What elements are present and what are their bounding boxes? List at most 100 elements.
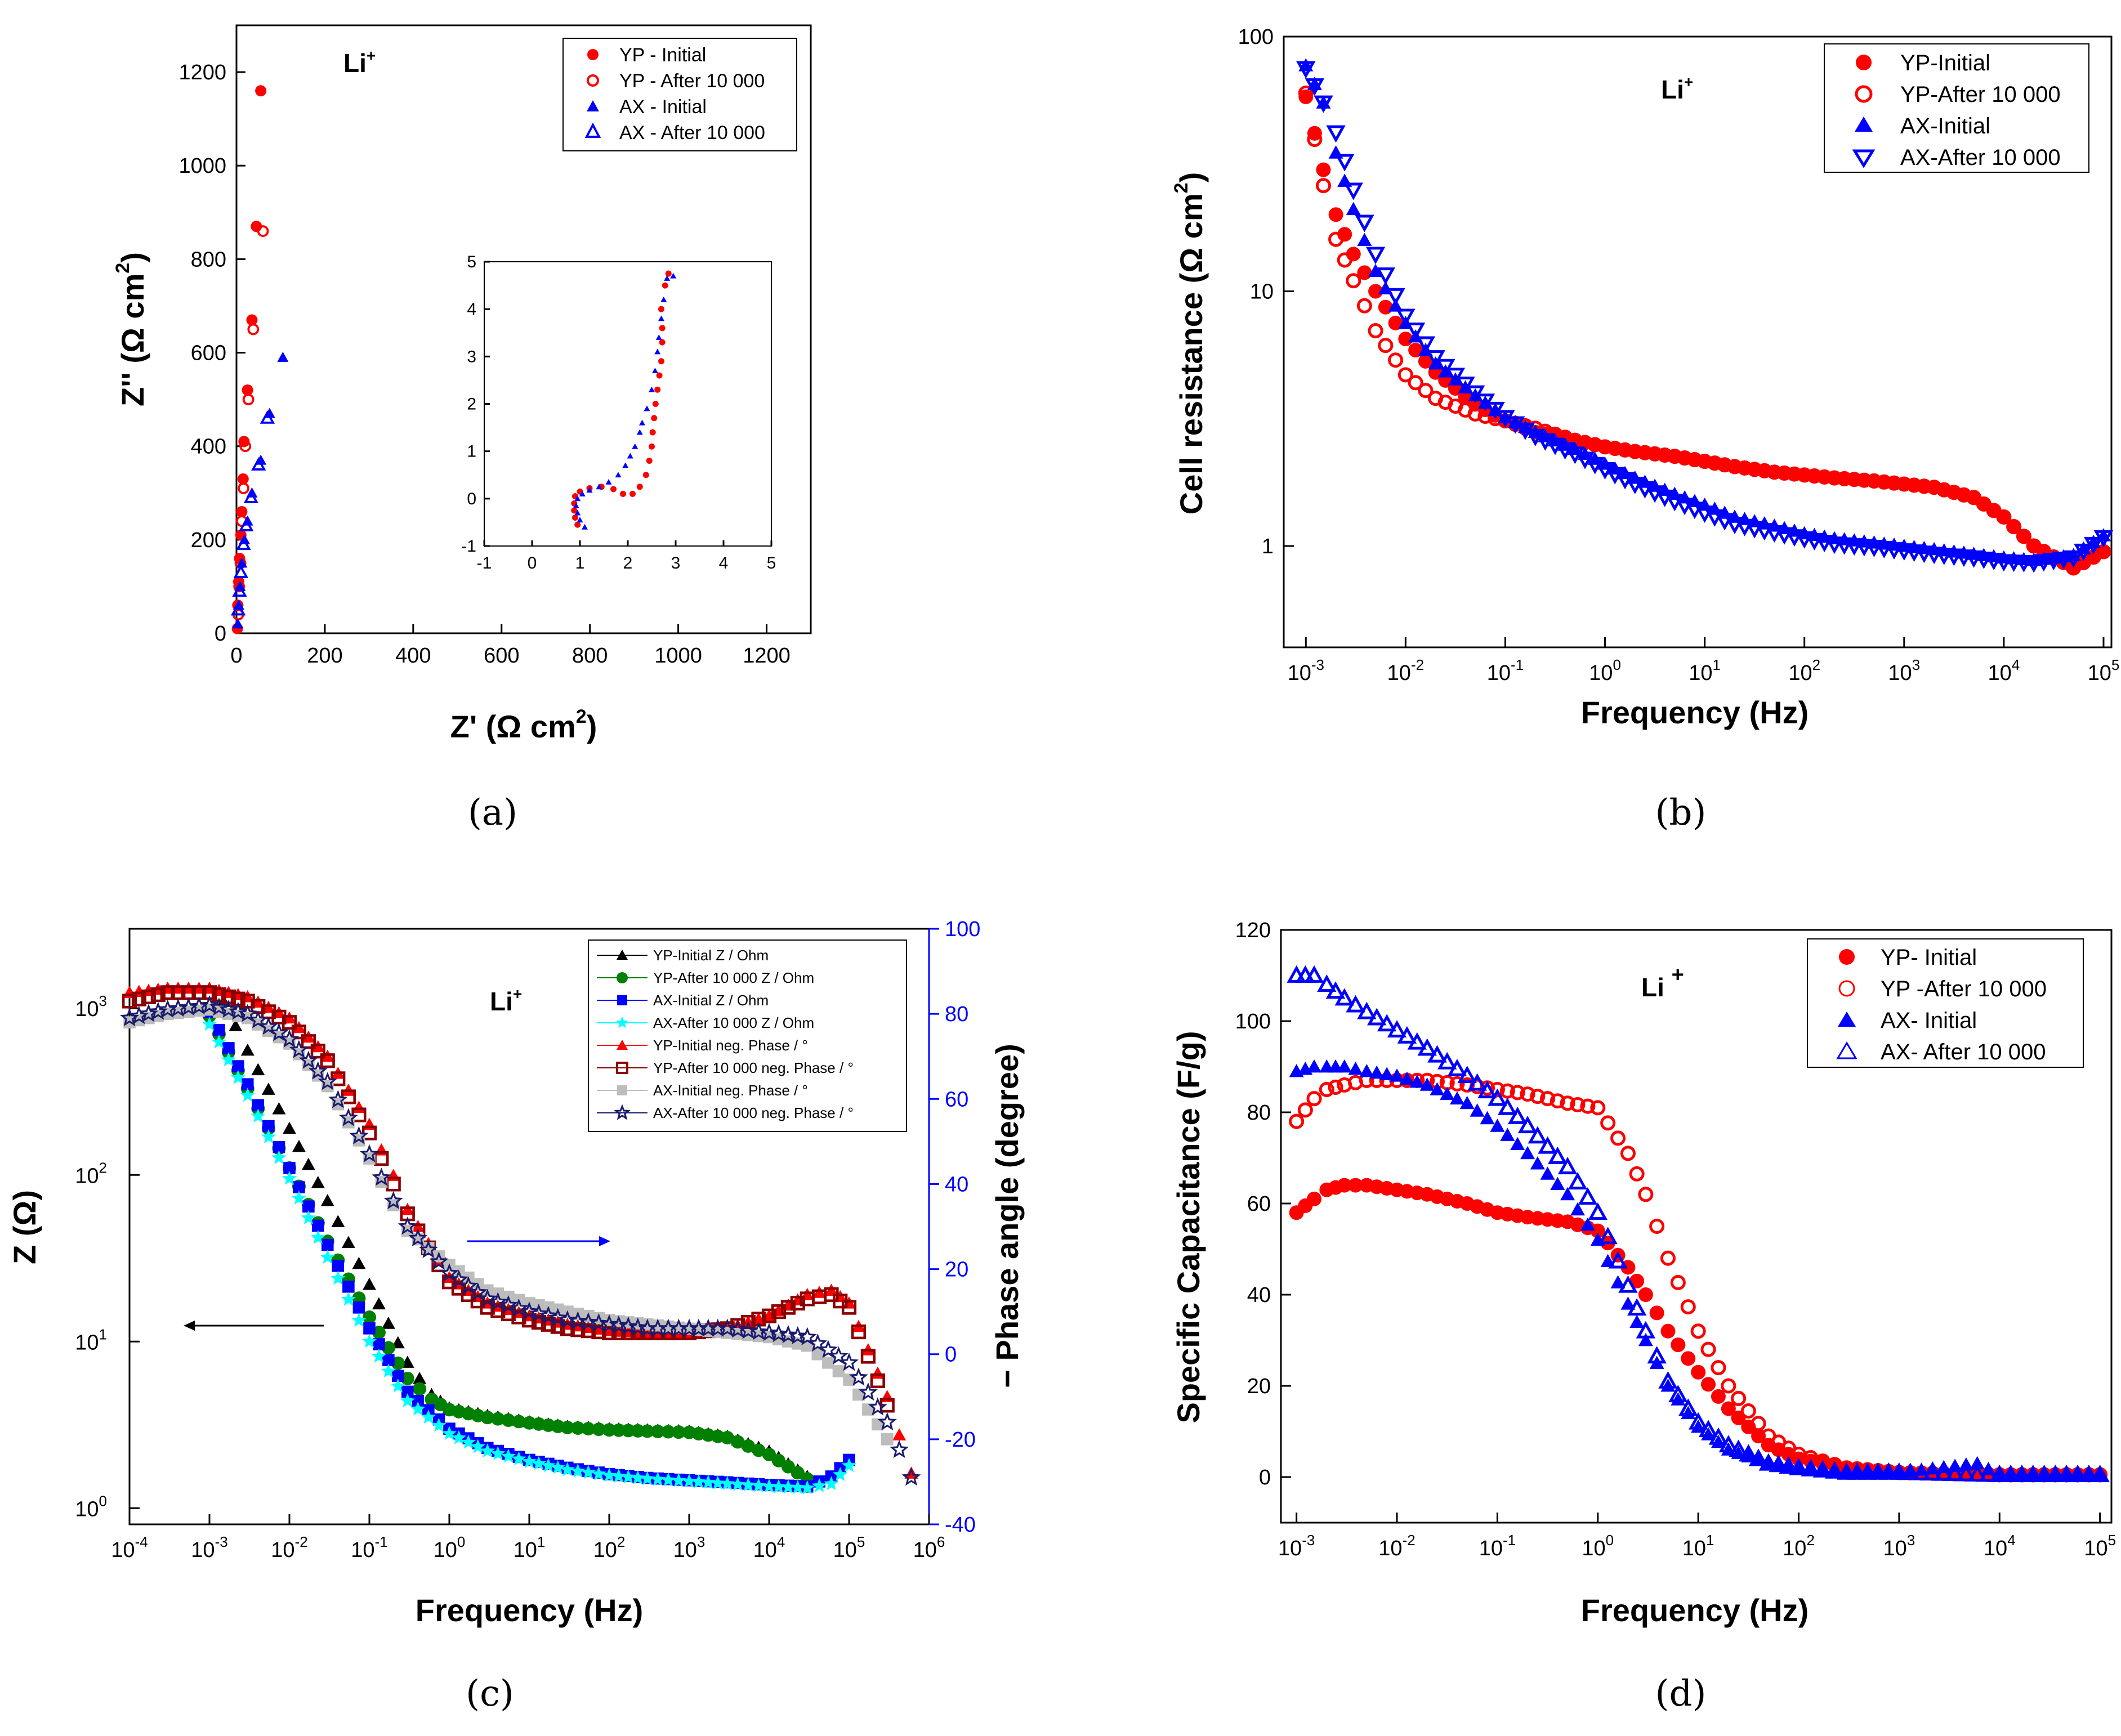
panel-c-y-tick-label: 100 xyxy=(75,1492,107,1521)
panel-a-data-point xyxy=(236,506,248,517)
panel-a-inset-data-point xyxy=(636,429,643,435)
panel-c-x-axis-label: Frequency (Hz) xyxy=(416,1592,644,1628)
panel-d-data-point xyxy=(1520,1146,1535,1160)
panel-c-data-point xyxy=(851,1324,867,1340)
panel-a-x-tick-label: 400 xyxy=(395,644,431,668)
panel-a-inset-y-tick-label: 0 xyxy=(467,490,476,508)
panel-a-data-point xyxy=(236,536,251,551)
panel-d-data-point xyxy=(2037,1467,2052,1481)
panel-c-data-point xyxy=(541,1458,556,1473)
panel-c-annotation: Li+ xyxy=(490,985,522,1016)
panel-c-data-points xyxy=(120,981,921,1495)
panel-d-data-point xyxy=(1990,1464,2010,1482)
panel-d-data-point xyxy=(1520,1086,1535,1102)
panel-a-y-tick-label: 800 xyxy=(191,248,226,271)
panel-b-data-point xyxy=(1378,299,1393,315)
panel-d-data-point xyxy=(1337,1059,1352,1073)
panel-b-data-point xyxy=(2016,529,2031,544)
panel-b-data-point xyxy=(1328,231,1344,247)
panel-c-data-point xyxy=(833,1467,848,1482)
panel-b-data-point xyxy=(1298,90,1314,105)
panel-c-data-point xyxy=(310,1230,325,1244)
panel-a-inset-data-point xyxy=(659,325,666,332)
panel-b-data-point xyxy=(2044,553,2064,571)
panel-c-data-point xyxy=(710,1475,725,1490)
panel-c-data-point xyxy=(318,1072,337,1090)
panel-d-data-point xyxy=(1618,1275,1638,1293)
panel-c-data-point xyxy=(498,1295,518,1314)
panel-c-data-point xyxy=(251,1108,266,1123)
panel-c-x-tick-label: 106 xyxy=(913,1533,945,1562)
panel-b-data-point xyxy=(1426,350,1445,368)
panel-d-data-point xyxy=(1488,1088,1507,1106)
panel-a-data-point xyxy=(232,618,244,629)
panel-d-data-point xyxy=(1718,1435,1739,1453)
panel-d-data-point xyxy=(1346,995,1365,1013)
panel-c-data-point xyxy=(372,1326,386,1340)
panel-c-data-point xyxy=(413,1371,427,1384)
panel-c-data-point xyxy=(371,1348,387,1363)
panel-c-data-point xyxy=(360,1144,379,1163)
panel-a-inset-data-point xyxy=(639,419,645,426)
panel-a-inset-data-point xyxy=(655,334,662,341)
panel-d-x-axis-label: Frequency (Hz) xyxy=(1581,1592,1809,1628)
panel-a-inset: -1 0 1 2 3 4 5 -1 0 1 2 3 4 5 xyxy=(461,253,776,572)
panel-c-y2-tick-label: 60 xyxy=(945,1088,968,1111)
panel-c-data-point xyxy=(352,1301,365,1314)
panel-d-data-point xyxy=(1678,1398,1698,1416)
panel-d-data-point xyxy=(1580,1098,1596,1114)
panel-a-inset-y-tick-label: 1 xyxy=(467,442,476,461)
panel-d-data-point xyxy=(1477,1081,1497,1099)
panel-c-data-point xyxy=(381,1363,396,1378)
panel-d-data-point xyxy=(1590,1100,1606,1116)
panel-c-data-point xyxy=(282,1171,297,1185)
panel-d-data-point xyxy=(1570,1202,1585,1216)
panel-b-data-point xyxy=(1408,342,1423,357)
panel-a-inset-x-tick-label: 4 xyxy=(719,554,729,572)
panel-d-data-point xyxy=(1530,1156,1545,1170)
panel-d-data-point xyxy=(1500,1127,1515,1141)
panel-c-data-point xyxy=(769,1323,789,1343)
panel-c-data-point xyxy=(501,1448,516,1463)
panel-b-legend-marker-yp-initial xyxy=(1856,55,1872,70)
panel-b-data-point xyxy=(1326,125,1346,143)
panel-a-inset-data-point xyxy=(620,490,626,497)
panel-b-data-point xyxy=(1657,447,1673,463)
panel-a-inset-data-point xyxy=(670,272,677,279)
panel-a-legend-yp-initial: YP - Initial xyxy=(619,44,706,66)
panel-d-data-point xyxy=(1557,1157,1578,1175)
panel-d-data-point xyxy=(2034,1464,2054,1482)
panel-a-inset-data-point xyxy=(658,358,664,365)
panel-d-data-point xyxy=(1912,1462,1931,1480)
panel-b-y-axis-label: Cell resistance (Ω cm2) xyxy=(1171,172,1209,515)
panel-b-data-point xyxy=(1368,323,1383,339)
panel-b-legend-yp-after: YP-After 10 000 xyxy=(1900,82,2061,107)
panel-c-data-point xyxy=(560,1420,574,1434)
panel-a-legend-marker-ax-after xyxy=(584,122,601,138)
panel-d-data-point xyxy=(1480,1111,1495,1125)
panel-c-label: (c) xyxy=(466,1673,514,1715)
panel-c-data-point xyxy=(441,1426,457,1440)
panel-c-data-point xyxy=(611,1469,627,1483)
panel-a-inset-data-point xyxy=(586,487,593,493)
panel-a-inset-data-point xyxy=(649,429,656,436)
panel-d-y-tick-label: 120 xyxy=(1235,919,1271,942)
panel-d-data-point xyxy=(1387,1020,1407,1038)
panel-b-legend-ax-initial: AX-Initial xyxy=(1900,114,1990,138)
panel-d-data-point xyxy=(1688,1412,1708,1430)
panel-d-y-tick-label: 60 xyxy=(1247,1192,1271,1216)
panel-c-data-point xyxy=(790,1295,805,1311)
panel-c-data-point xyxy=(331,1215,345,1227)
panel-c-y2-tick-label: 80 xyxy=(945,1003,968,1026)
panel-b-data-point xyxy=(1485,401,1505,419)
panel-d-data-point xyxy=(1670,1274,1686,1290)
panel-c-data-point xyxy=(620,1469,636,1484)
panel-b-data-point xyxy=(1607,441,1623,457)
panel-d-x-tick-label: 104 xyxy=(1984,1532,2016,1560)
panel-a-inset-data-point xyxy=(651,415,658,422)
panel-d-x-ticks: 10-3 10-2 10-1 100 101 102 103 104 105 xyxy=(1278,1513,2116,1560)
panel-b-data-point xyxy=(1667,449,1682,464)
panel-c-data-point xyxy=(178,997,198,1016)
panel-b-data-point xyxy=(1597,439,1613,455)
